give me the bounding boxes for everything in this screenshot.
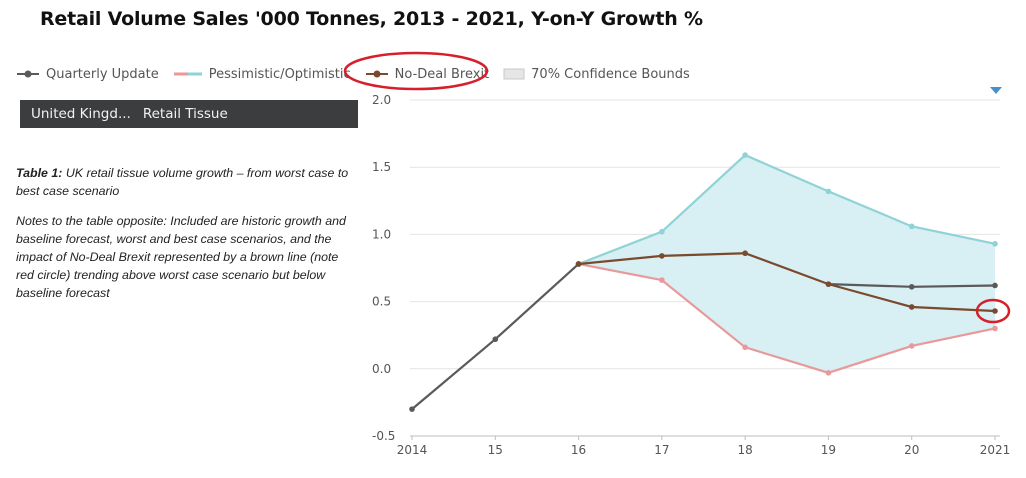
series-line xyxy=(578,262,996,374)
data-point xyxy=(908,223,915,230)
legend-item-pessimistic-optimistic[interactable]: Pessimistic/Optimistic xyxy=(173,67,351,82)
data-point xyxy=(992,282,998,289)
caption-text: UK retail tissue volume growth – from wo… xyxy=(16,166,349,198)
series-line xyxy=(578,153,996,265)
y-tick-label: 2.0 xyxy=(372,93,391,107)
data-point xyxy=(992,325,998,332)
x-tick-label: 20 xyxy=(904,443,919,457)
data-point xyxy=(575,261,582,267)
legend-item-confidence-bounds[interactable]: 70% Confidence Bounds xyxy=(503,67,690,82)
table-caption: Table 1: UK retail tissue volume growth … xyxy=(16,164,354,200)
data-point xyxy=(659,253,665,259)
legend-item-quarterly-update[interactable]: Quarterly Update xyxy=(16,67,159,82)
series-line xyxy=(578,252,996,313)
caption-label: Table 1: xyxy=(16,166,63,180)
data-point xyxy=(992,241,998,247)
legend-item-no-deal-brexit[interactable]: No-Deal Brexit xyxy=(365,67,489,82)
data-point xyxy=(825,370,832,376)
data-point xyxy=(492,336,499,343)
data-point xyxy=(908,343,915,349)
data-point xyxy=(992,308,998,314)
x-tick-label: 18 xyxy=(738,443,753,457)
legend-line-dot-icon xyxy=(17,70,39,78)
data-point xyxy=(825,188,832,195)
x-tick-label: 16 xyxy=(571,443,586,457)
filter-category[interactable]: Retail Tissue xyxy=(142,106,228,122)
x-axis: 2014 15 16 17 18 19 20 2021 xyxy=(397,435,1011,457)
data-point xyxy=(742,250,748,257)
legend-line-dot-icon xyxy=(365,70,388,78)
table-notes: Notes to the table opposite: Included ar… xyxy=(16,214,346,300)
y-tick-label: 0.5 xyxy=(372,295,391,309)
confidence-band xyxy=(578,155,995,373)
annotations xyxy=(343,51,1011,324)
data-point xyxy=(908,304,915,310)
data-point xyxy=(409,406,415,412)
y-tick-label: 1.0 xyxy=(372,227,391,241)
chevron-down-icon xyxy=(990,87,1002,94)
data-point xyxy=(742,152,748,158)
y-tick-label: 0.0 xyxy=(372,362,391,376)
data-point xyxy=(908,284,915,290)
x-tick-label: 2021 xyxy=(980,443,1011,457)
legend-bicolor-line-icon xyxy=(173,72,202,76)
filter-bar[interactable]: United Kingd... Retail Tissue xyxy=(20,100,358,128)
y-tick-label: 1.5 xyxy=(372,160,391,174)
filter-country[interactable]: United Kingd... xyxy=(31,106,131,122)
legend-box-icon xyxy=(503,68,525,80)
x-tick-label: 2014 xyxy=(397,443,428,457)
legend-label: 70% Confidence Bounds xyxy=(531,66,690,82)
legend-highlight-circle xyxy=(343,51,489,91)
data-point xyxy=(742,344,748,351)
legend-label: Pessimistic/Optimistic xyxy=(208,66,351,82)
confidence-band-area xyxy=(578,155,995,373)
x-tick-label: 17 xyxy=(654,443,669,457)
chart-title: Retail Volume Sales '000 Tonnes, 2013 - … xyxy=(40,8,703,30)
data-point xyxy=(825,281,832,287)
series-no-deal-brexit xyxy=(575,250,998,314)
legend-label: Quarterly Update xyxy=(46,66,159,82)
annotation-red-circle xyxy=(975,298,1011,324)
x-tick-label: 19 xyxy=(821,443,836,457)
data-point xyxy=(659,228,665,235)
y-axis: 2.0 1.5 1.0 0.5 0.0 -0.5 xyxy=(372,93,395,443)
series-quarterly-update xyxy=(409,261,998,412)
x-tick-label: 15 xyxy=(488,443,503,457)
legend-label: No-Deal Brexit xyxy=(394,66,490,82)
chart-legend: Quarterly Update Pessimistic/Optimistic … xyxy=(16,64,704,84)
y-tick-label: -0.5 xyxy=(372,429,395,443)
data-point xyxy=(659,277,665,283)
chart-series xyxy=(409,152,998,412)
